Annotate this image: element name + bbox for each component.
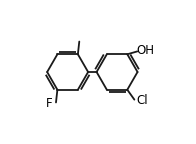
Text: Cl: Cl xyxy=(136,94,148,107)
Text: F: F xyxy=(46,97,53,110)
Text: OH: OH xyxy=(136,44,154,57)
